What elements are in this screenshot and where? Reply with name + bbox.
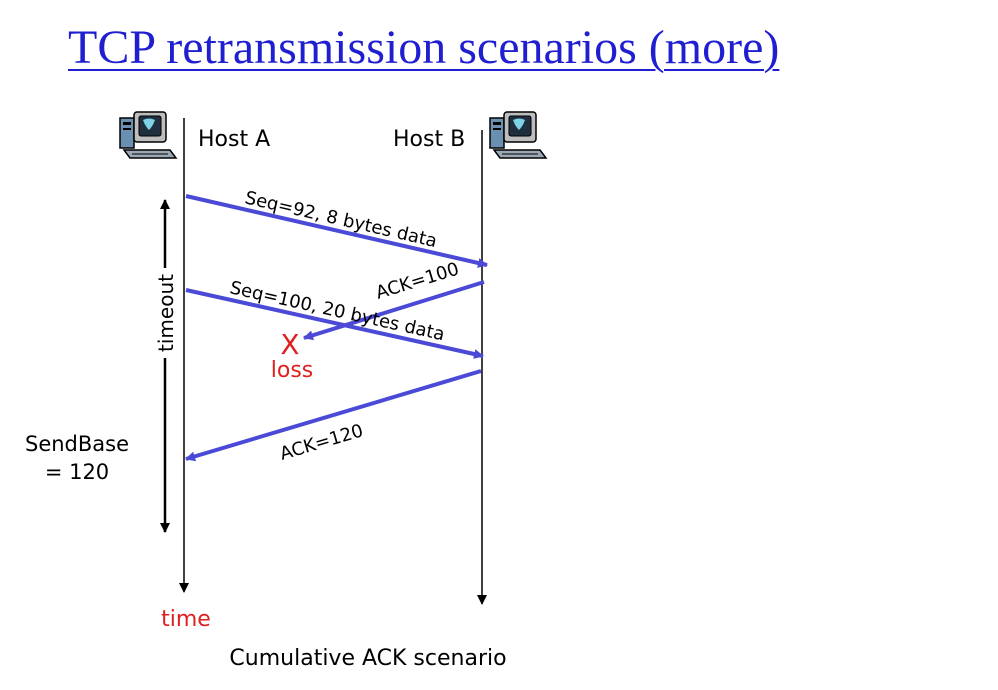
message-arrow-seq92 [185,194,488,268]
diagram-caption: Cumulative ACK scenario [229,646,506,671]
page-title: TCP retransmission scenarios (more) [68,21,780,74]
message-label-ack100: ACK=100 [373,259,461,304]
sendbase-value: = 120 [45,460,109,484]
host-a-computer-icon [119,111,177,159]
message-arrow-seq100 [185,288,484,359]
host-b-computer-icon [489,111,547,159]
timeout-label: timeout [154,274,178,352]
time-label: time [161,607,211,632]
loss-label: loss [271,358,314,383]
message-arrow-ack100 [303,280,485,341]
message-arrow-ack120 [185,369,482,462]
message-label-seq92: Seq=92, 8 bytes data [243,187,439,252]
host-a-label: Host A [198,127,270,152]
host-b-label: Host B [393,127,465,152]
sendbase-label: SendBase [25,432,129,456]
loss-x-mark: X [280,328,299,361]
